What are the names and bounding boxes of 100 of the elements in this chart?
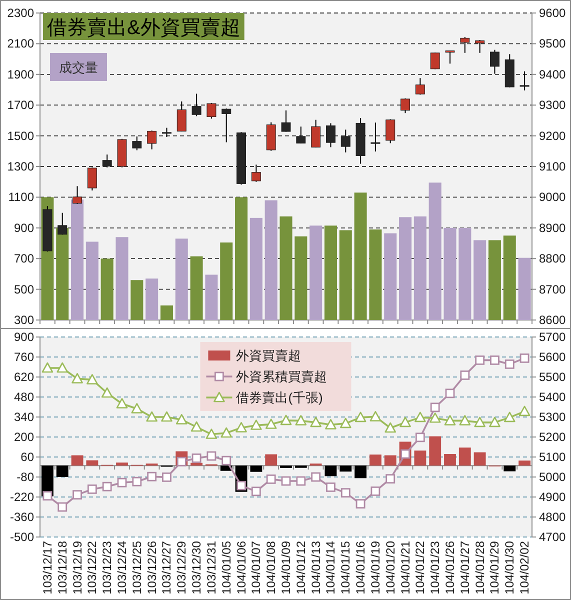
bar xyxy=(429,436,442,466)
x-tick-label: 104/02/02 xyxy=(518,540,532,594)
y-tick-label: 2100 xyxy=(7,36,34,51)
point xyxy=(147,472,157,482)
bar xyxy=(458,448,471,466)
y2-tick-label: 5100 xyxy=(539,450,566,464)
x-tick-label: 103/12/23 xyxy=(100,540,114,594)
bar xyxy=(265,454,278,466)
bar xyxy=(384,455,396,466)
y2-tick-label: 9500 xyxy=(539,36,566,51)
point xyxy=(220,427,232,438)
x-tick-label: 104/01/15 xyxy=(338,540,353,594)
point xyxy=(72,373,83,384)
y2-tick-label: 8600 xyxy=(539,313,566,327)
y2-tick-label: 9400 xyxy=(539,67,566,82)
bar xyxy=(56,466,68,477)
y2-tick-label: 4900 xyxy=(539,490,566,504)
bar xyxy=(504,466,516,472)
y-tick-label: 2300 xyxy=(7,6,34,20)
legend-label: 外資累積買賣超 xyxy=(236,369,328,384)
point xyxy=(340,418,352,428)
point xyxy=(251,486,261,496)
point xyxy=(146,411,158,422)
legend-label: 借券賣出(千張) xyxy=(236,390,323,405)
y2-tick-label: 8800 xyxy=(539,252,566,266)
y-tick-label: 1900 xyxy=(7,67,34,82)
point xyxy=(340,488,350,498)
candlestick xyxy=(281,110,291,132)
x-tick-label: 104/01/14 xyxy=(324,540,338,594)
point xyxy=(190,421,202,432)
x-tick-label: 104/01/12 xyxy=(294,540,308,594)
y2-tick-label: 5000 xyxy=(539,470,566,484)
x-tick-label: 103/12/24 xyxy=(115,540,129,594)
y-tick-label: 1300 xyxy=(7,160,34,174)
x-tick-label: 103/12/26 xyxy=(144,540,159,594)
y2-tick-label: 8700 xyxy=(539,282,566,296)
x-tick-label: 104/01/06 xyxy=(234,540,248,594)
y-tick-label: 1700 xyxy=(7,98,34,112)
candlestick xyxy=(475,40,485,54)
y2-tick-label: 9100 xyxy=(539,160,566,174)
y2-tick-label: 9200 xyxy=(539,128,566,143)
y2-tick-label: 5700 xyxy=(539,330,566,344)
candlestick xyxy=(206,102,216,120)
point xyxy=(72,490,82,500)
candlestick xyxy=(326,122,336,148)
bar xyxy=(474,452,486,466)
point xyxy=(370,486,380,496)
point xyxy=(400,416,411,428)
bar xyxy=(369,454,382,466)
point xyxy=(325,419,336,430)
point xyxy=(87,484,97,494)
y-tick-label: -80 xyxy=(16,470,34,484)
point xyxy=(117,478,127,488)
bar xyxy=(340,466,352,472)
x-tick-label: 104/01/16 xyxy=(354,540,368,594)
candlestick xyxy=(192,93,202,117)
candlestick xyxy=(102,154,112,168)
point xyxy=(236,480,246,490)
bar xyxy=(190,462,203,466)
point xyxy=(206,428,218,439)
point xyxy=(518,406,530,416)
y-tick-label: 1500 xyxy=(7,128,34,143)
candlestick xyxy=(311,119,321,148)
point xyxy=(161,411,172,422)
y-tick-label: 620 xyxy=(14,370,34,384)
point xyxy=(102,482,112,492)
candlestick xyxy=(147,130,157,150)
y2-tick-label: 5500 xyxy=(539,370,566,384)
point xyxy=(42,491,52,500)
x-tick-label: 104/01/20 xyxy=(383,540,398,594)
candlestick xyxy=(251,164,261,182)
point xyxy=(58,502,68,512)
point xyxy=(266,474,276,484)
point xyxy=(265,418,277,429)
x-tick-label: 104/01/08 xyxy=(264,540,278,594)
y-tick-label: 60 xyxy=(20,450,34,464)
candlestick xyxy=(445,50,455,64)
point xyxy=(86,374,98,384)
x-tick-label: 104/01/22 xyxy=(413,540,428,594)
x-tick-label: 104/01/19 xyxy=(368,540,382,594)
point xyxy=(192,454,202,463)
y-tick-label: 900 xyxy=(14,220,34,235)
x-tick-label: 104/01/07 xyxy=(249,540,264,594)
point xyxy=(445,388,455,398)
point xyxy=(176,414,188,424)
point xyxy=(42,362,54,373)
x-tick-label: 104/01/30 xyxy=(502,540,517,594)
chart-title: 借券賣出&外資買賣超 xyxy=(47,17,240,39)
candlestick xyxy=(58,212,68,236)
x-tick-label: 104/01/28 xyxy=(472,540,487,594)
bar xyxy=(324,466,337,476)
x-tick-label: 104/01/13 xyxy=(308,540,323,594)
candlestick xyxy=(370,122,380,152)
point xyxy=(384,422,396,433)
x-tick-label: 103/12/22 xyxy=(85,540,100,594)
point xyxy=(520,354,530,363)
y-tick-label: -360 xyxy=(10,510,34,524)
x-tick-label: 104/01/23 xyxy=(428,540,442,594)
y-tick-label: 300 xyxy=(14,313,34,327)
y-tick-label: 340 xyxy=(14,410,34,424)
